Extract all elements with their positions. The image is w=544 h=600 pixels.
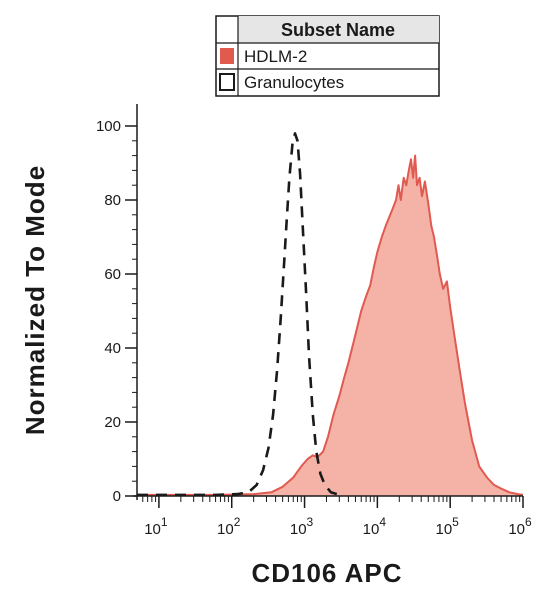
legend-header: Subset Name [281,20,395,40]
legend-label-hdlm-2: HDLM-2 [244,47,307,66]
y-tick-label: 60 [104,266,121,283]
x-tick-label: 106 [508,515,532,538]
legend-swatch-granulocytes [219,73,235,91]
legend-label-granulocytes: Granulocytes [244,73,344,92]
y-tick-label: 80 [104,192,121,209]
x-tick-label: 101 [144,515,168,538]
y-tick-label: 40 [104,340,121,357]
series-layer [137,132,524,497]
y-axis-title: Normalized To Mode [20,165,50,435]
series-area-hdlm-2 [137,155,523,496]
y-tick-label: 100 [96,118,121,135]
x-tick-label: 102 [217,515,241,538]
x-tick-label: 103 [290,515,314,538]
legend-header-bg [238,16,439,43]
x-tick-label: 104 [363,515,387,538]
y-tick-label: 20 [104,414,121,431]
x-tick-label: 105 [435,515,459,538]
y-tick-label: 0 [113,488,121,505]
legend: Subset Name HDLM-2 Granulocytes [215,15,440,97]
x-axis-title: CD106 APC [251,558,402,588]
series-line-hdlm-2 [137,154,524,496]
axes-layer: 0 20 40 60 80 100 101 102 103 104 105 106 [96,104,532,538]
series-line-granulocytes [137,132,340,497]
legend-swatch-hdlm-2 [220,48,234,64]
